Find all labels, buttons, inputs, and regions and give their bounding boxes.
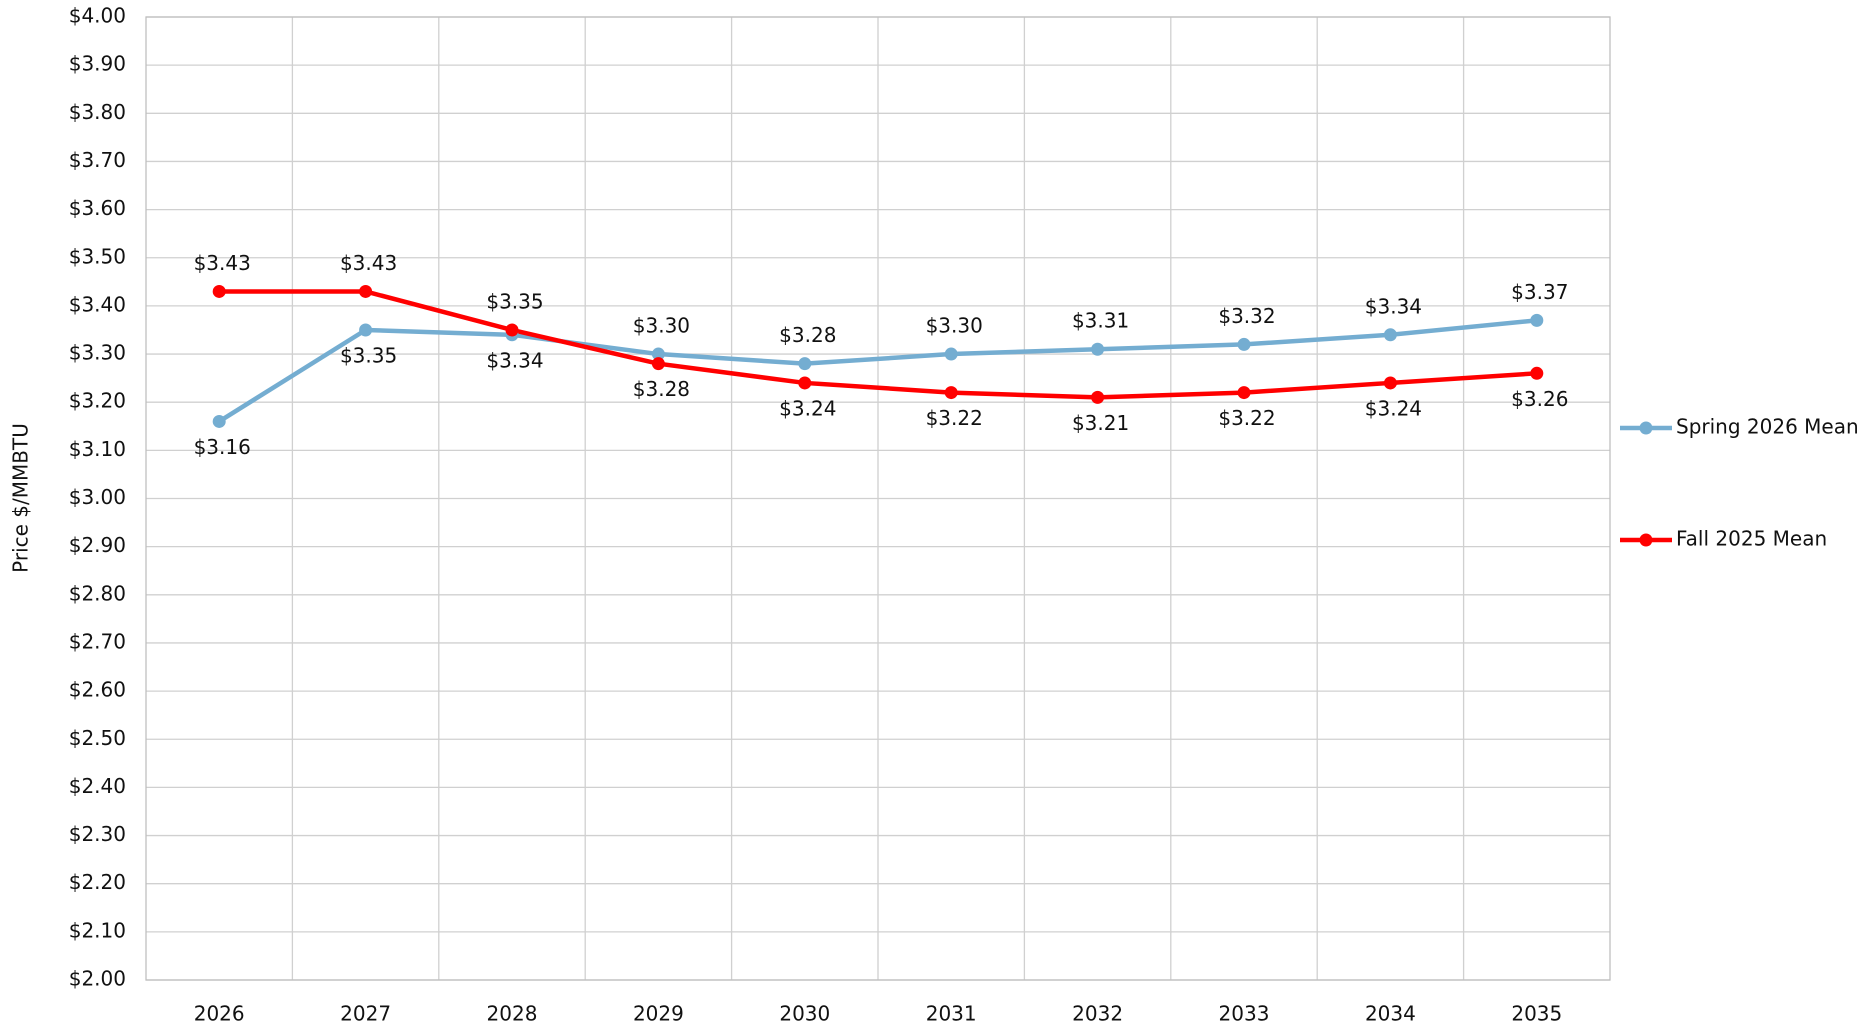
data-label: $3.30 [926, 314, 983, 338]
data-point [1383, 376, 1397, 390]
data-label: $3.43 [194, 251, 251, 275]
y-tick-label: $2.30 [69, 822, 126, 846]
data-point [359, 284, 373, 298]
data-label: $3.34 [486, 348, 543, 372]
data-label: $3.26 [1511, 387, 1568, 411]
y-tick-label: $2.40 [69, 774, 126, 798]
y-tick-label: $2.50 [69, 726, 126, 750]
data-label: $3.22 [1218, 406, 1275, 430]
y-tick-label: $3.90 [69, 52, 126, 76]
data-point [1237, 386, 1251, 400]
data-label: $3.35 [340, 343, 397, 367]
x-tick-label: 2028 [487, 1002, 538, 1026]
data-point [1383, 328, 1397, 342]
y-tick-label: $3.00 [69, 485, 126, 509]
data-point [1091, 390, 1105, 404]
series-line [218, 318, 1538, 424]
x-tick-label: 2026 [194, 1002, 245, 1026]
data-label: $3.28 [633, 377, 690, 401]
data-label: $3.30 [633, 314, 690, 338]
data-point [944, 347, 958, 361]
data-label: $3.35 [486, 289, 543, 313]
x-tick-label: 2031 [926, 1002, 977, 1026]
data-point [1091, 342, 1105, 356]
data-label: $3.21 [1072, 411, 1129, 435]
data-point [505, 323, 519, 337]
y-tick-label: $3.80 [69, 100, 126, 124]
data-label: $3.22 [926, 406, 983, 430]
x-tick-label: 2035 [1511, 1002, 1562, 1026]
data-label: $3.31 [1072, 309, 1129, 333]
series-line [219, 289, 1537, 400]
x-tick-label: 2027 [340, 1002, 391, 1026]
legend-marker [1639, 421, 1653, 435]
y-tick-label: $2.00 [69, 967, 126, 991]
x-tick-label: 2030 [779, 1002, 830, 1026]
data-label: $3.24 [779, 396, 836, 420]
data-point [212, 284, 226, 298]
y-tick-label: $2.80 [69, 581, 126, 605]
data-point [798, 357, 812, 371]
legend-label: Spring 2026 Mean [1676, 415, 1859, 439]
y-tick-label: $3.20 [69, 389, 126, 413]
data-point [212, 414, 226, 428]
data-point [1530, 366, 1544, 380]
y-tick-label: $3.40 [69, 292, 126, 316]
y-tick-label: $2.60 [69, 678, 126, 702]
y-tick-label: $3.70 [69, 148, 126, 172]
legend-marker [1639, 533, 1653, 547]
legend-label: Fall 2025 Mean [1676, 527, 1827, 551]
data-point [651, 347, 665, 361]
y-tick-label: $2.20 [69, 870, 126, 894]
y-tick-label: $3.30 [69, 341, 126, 365]
data-point [944, 386, 958, 400]
data-point [798, 376, 812, 390]
x-tick-label: 2032 [1072, 1002, 1123, 1026]
data-point [359, 323, 373, 337]
data-label: $3.32 [1218, 304, 1275, 328]
x-tick-label: 2033 [1219, 1002, 1270, 1026]
y-tick-label: $4.00 [69, 4, 126, 28]
data-label: $3.43 [340, 251, 397, 275]
y-tick-label: $2.70 [69, 629, 126, 653]
data-point [1530, 313, 1544, 327]
data-label: $3.28 [779, 323, 836, 347]
y-tick-label: $2.90 [69, 533, 126, 557]
y-tick-label: $3.10 [69, 437, 126, 461]
y-tick-label: $3.60 [69, 196, 126, 220]
data-label: $3.16 [194, 435, 251, 459]
data-label: $3.37 [1511, 280, 1568, 304]
y-tick-label: $2.10 [69, 918, 126, 942]
data-label: $3.24 [1365, 396, 1422, 420]
data-point [1237, 337, 1251, 351]
x-tick-label: 2029 [633, 1002, 684, 1026]
y-tick-label: $3.50 [69, 244, 126, 268]
x-tick-label: 2034 [1365, 1002, 1416, 1026]
data-label: $3.34 [1365, 294, 1422, 318]
plot-border [145, 16, 1611, 981]
y-axis-label: Price $/MMBTU [9, 423, 33, 573]
data-point [651, 357, 665, 371]
